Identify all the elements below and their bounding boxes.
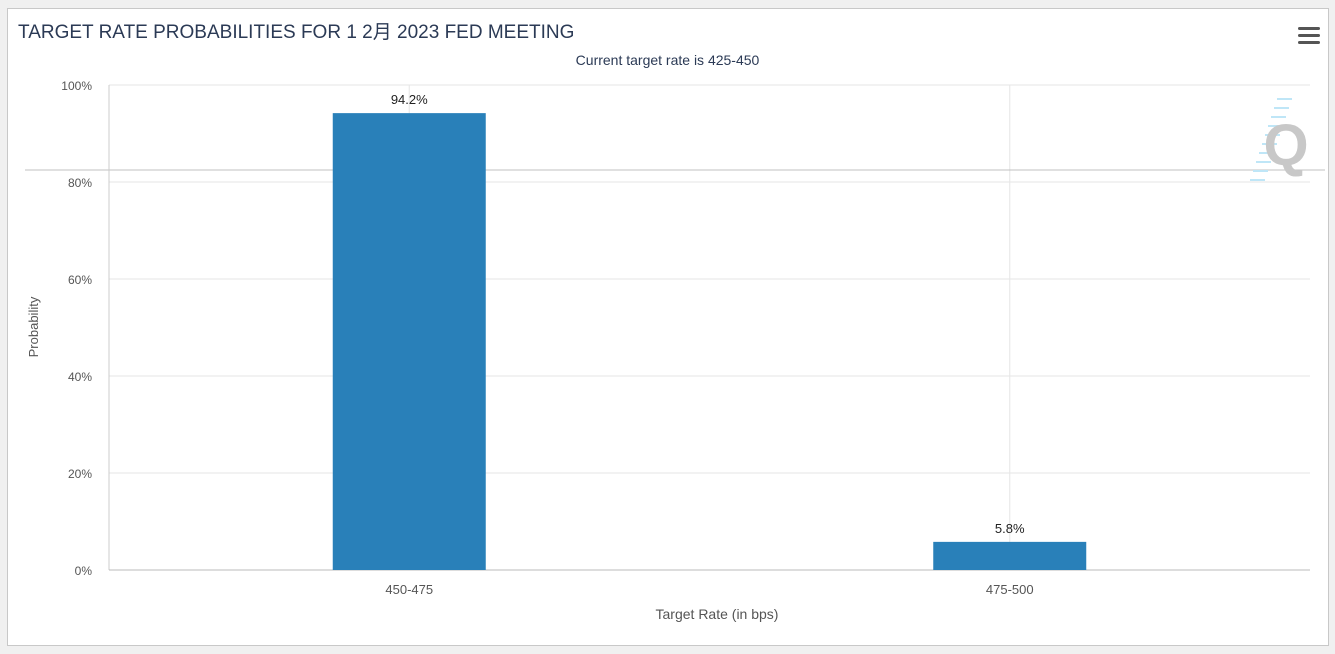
watermark-logo: Q <box>1263 113 1308 178</box>
y-tick-label: 40% <box>68 370 92 384</box>
chart-frame <box>7 8 1329 646</box>
y-tick-label: 20% <box>68 467 92 481</box>
chart-subtitle: Current target rate is 425-450 <box>575 52 760 68</box>
x-axis-title: Target Rate (in bps) <box>656 606 779 622</box>
y-tick-label: 80% <box>68 176 92 190</box>
data-label: 5.8% <box>995 521 1025 536</box>
y-tick-label: 60% <box>68 273 92 287</box>
data-label: 94.2% <box>391 92 428 107</box>
bar <box>933 541 1087 570</box>
x-tick-label: 450-475 <box>385 582 433 597</box>
y-tick-label: 0% <box>75 564 93 578</box>
y-axis-title: Probability <box>26 296 41 357</box>
chart-title: TARGET RATE PROBABILITIES FOR 1 2月 2023 … <box>18 22 575 43</box>
y-tick-label: 100% <box>61 79 92 93</box>
bar <box>332 113 486 570</box>
hamburger-menu-icon[interactable] <box>1298 27 1320 45</box>
x-tick-label: 475-500 <box>986 582 1034 597</box>
